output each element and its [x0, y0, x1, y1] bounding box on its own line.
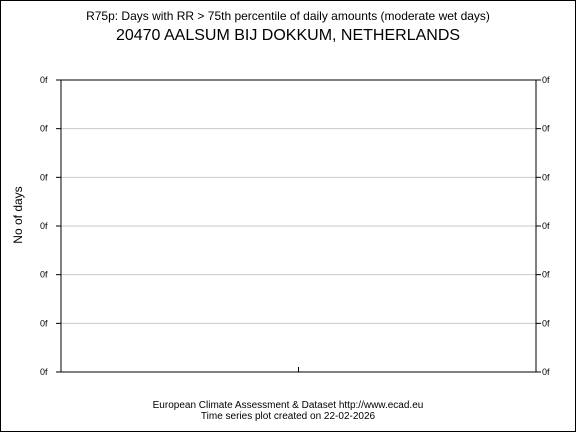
y-tick-label-right: 0f	[542, 221, 550, 231]
y-tick-label-left: 0f	[40, 367, 48, 377]
y-tick-label-right: 0f	[542, 318, 550, 328]
y-tick-label-right: 0f	[542, 270, 550, 280]
y-tick-label-right: 0f	[542, 367, 550, 377]
y-tick-label-left: 0f	[40, 318, 48, 328]
chart-subtitle: 20470 AALSUM BIJ DOKKUM, NETHERLANDS	[115, 27, 461, 44]
y-tick-label-left: 0f	[40, 221, 48, 231]
chart-title: R75p: Days with RR > 75th percentile of …	[86, 9, 490, 23]
footer-source: European Climate Assessment & Dataset ht…	[152, 400, 424, 411]
footer-created-date: Time series plot created on 22-02-2026	[200, 411, 376, 422]
y-tick-label-left: 0f	[40, 270, 48, 280]
y-tick-label-right: 0f	[542, 172, 550, 182]
y-tick-label-left: 0f	[40, 124, 48, 134]
y-tick-label-left: 0f	[40, 75, 48, 85]
y-tick-label-right: 0f	[542, 75, 550, 85]
y-tick-label-left: 0f	[40, 172, 48, 182]
y-tick-label-right: 0f	[542, 124, 550, 134]
